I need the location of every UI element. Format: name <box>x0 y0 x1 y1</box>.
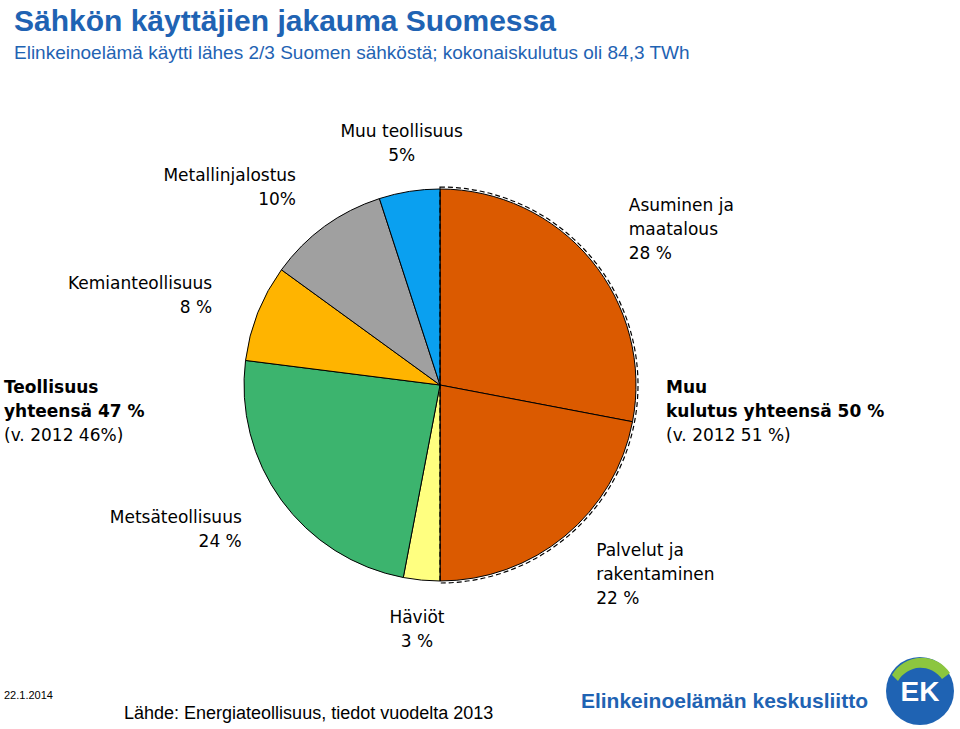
svg-text:Metsäteollisuus24 %: Metsäteollisuus24 % <box>110 507 242 551</box>
svg-text:Kemianteollisuus8 %: Kemianteollisuus8 % <box>68 273 212 317</box>
svg-text:EK: EK <box>901 676 940 707</box>
html-text:22.1.2014: 22.1.2014 <box>4 689 53 701</box>
svg-text:Asuminen jamaatalous28 %: Asuminen jamaatalous28 % <box>629 195 734 263</box>
svg-text:Metallinjalostus10%: Metallinjalostus10% <box>163 165 296 209</box>
html-text:Elinkeinoelämä käytti lähes 2/: Elinkeinoelämä käytti lähes 2/3 Suomen s… <box>14 42 690 63</box>
svg-text:Palvelut jarakentaminen22 %: Palvelut jarakentaminen22 % <box>596 540 714 608</box>
html-text:Lähde: Energiateollisuus, tied: Lähde: Energiateollisuus, tiedot vuodelt… <box>124 703 494 723</box>
html-text:Elinkeinoelämän keskusliitto: Elinkeinoelämän keskusliitto <box>580 689 868 712</box>
html-text:Sähkön käyttäjien jakauma Suom: Sähkön käyttäjien jakauma Suomessa <box>14 4 556 37</box>
svg-text:Teollisuusyhteensä 47 %(v. 201: Teollisuusyhteensä 47 %(v. 2012 46%) <box>4 377 145 445</box>
svg-text:Muukulutus yhteensä 50 %(v. 20: Muukulutus yhteensä 50 %(v. 2012 51 %) <box>666 377 884 445</box>
svg-text:Muu teollisuus5%: Muu teollisuus5% <box>340 121 463 165</box>
svg-text:Häviöt3 %: Häviöt3 % <box>389 607 444 651</box>
